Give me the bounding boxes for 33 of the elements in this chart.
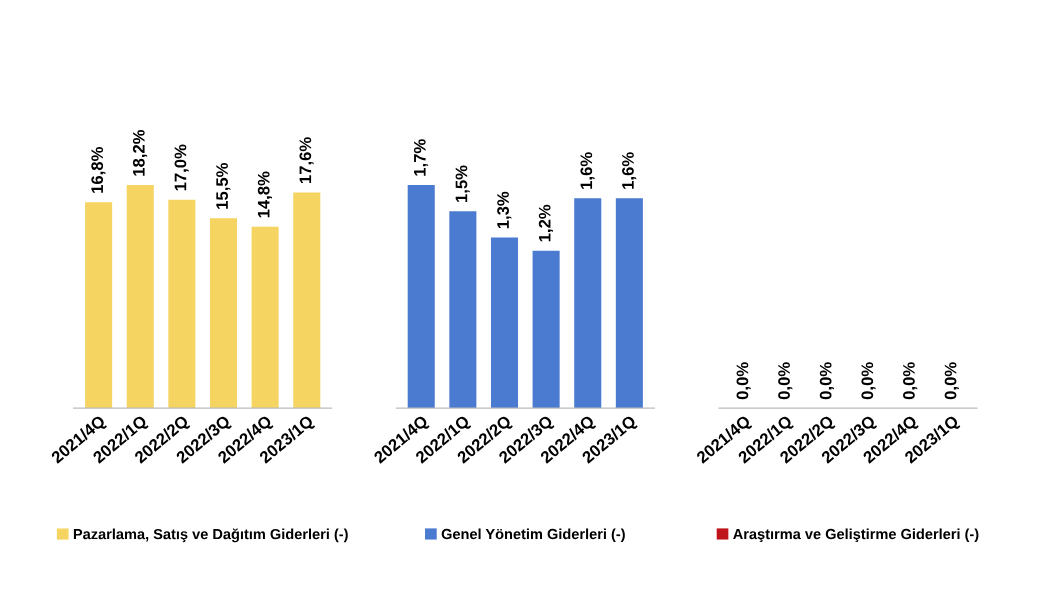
legend-label: Genel Yönetim Giderleri (-) xyxy=(441,528,625,543)
bar xyxy=(490,237,519,409)
bar xyxy=(85,202,113,409)
data-label: 0,0% xyxy=(861,362,876,400)
bar xyxy=(293,192,321,409)
data-label: 1,7% xyxy=(413,139,429,176)
bar xyxy=(574,198,602,409)
legend-label: Pazarlama, Satış ve Dağıtım Giderleri (-) xyxy=(73,528,348,543)
data-label: 1,5% xyxy=(455,165,470,202)
data-label: 0,0% xyxy=(944,362,959,400)
bar xyxy=(126,185,154,409)
data-label: 0,0% xyxy=(736,362,751,400)
bar xyxy=(615,198,643,409)
bar xyxy=(532,250,560,409)
data-label: 0,0% xyxy=(903,362,918,400)
bar xyxy=(209,218,238,409)
bar xyxy=(168,199,196,409)
data-label: 1,3% xyxy=(497,191,512,229)
data-label: 14,8% xyxy=(257,171,273,218)
legend-label: Araştırma ve Geliştirme Giderleri (-) xyxy=(733,528,979,543)
data-label: 16,8% xyxy=(91,147,106,193)
bar xyxy=(407,185,435,409)
data-label: 18,2% xyxy=(132,129,148,176)
bar xyxy=(251,226,279,409)
data-label: 1,2% xyxy=(538,204,553,242)
data-label: 1,6% xyxy=(580,152,595,189)
data-label: 15,5% xyxy=(216,162,231,209)
data-label: 1,6% xyxy=(622,152,637,189)
bar xyxy=(449,211,477,409)
data-label: 17,0% xyxy=(174,144,189,191)
data-label: 0,0% xyxy=(778,362,793,400)
data-label: 17,6% xyxy=(299,137,314,184)
data-label: 0,0% xyxy=(819,362,834,400)
